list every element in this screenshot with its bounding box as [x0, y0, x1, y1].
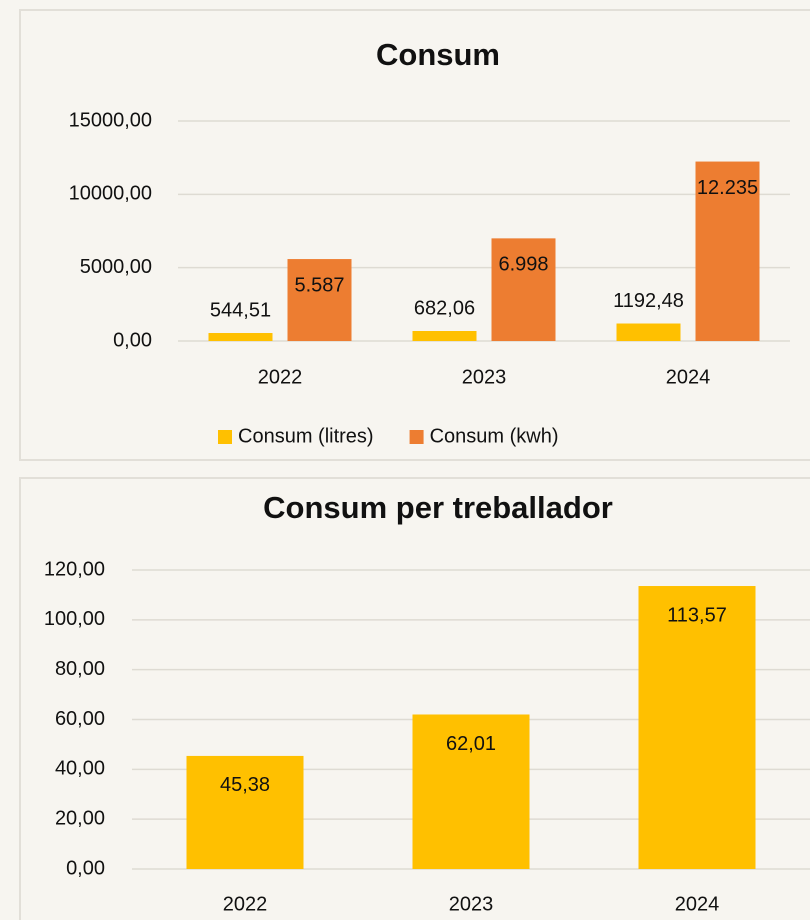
y-tick-label: 100,00: [44, 608, 105, 630]
bar: [412, 714, 530, 869]
y-tick-label: 40,00: [55, 758, 105, 780]
bar: [208, 333, 273, 341]
bar: [186, 755, 304, 869]
x-tick-label: 2023: [449, 893, 494, 915]
data-label: 45,38: [220, 774, 270, 796]
data-label: 6.998: [498, 254, 548, 276]
y-tick-label: 10000,00: [69, 183, 152, 205]
y-tick-label: 120,00: [44, 558, 105, 580]
bar: [616, 323, 681, 341]
y-tick-label: 20,00: [55, 807, 105, 829]
bar: [287, 259, 352, 341]
y-tick-label: 0,00: [66, 857, 105, 879]
data-label: 5.587: [294, 274, 344, 296]
data-label: 1192,48: [613, 290, 684, 312]
legend-label: Consum (kwh): [430, 425, 559, 447]
data-label: 12.235: [697, 177, 758, 199]
legend-swatch: [409, 430, 424, 444]
y-tick-label: 0,00: [113, 329, 152, 351]
x-tick-label: 2023: [462, 366, 507, 388]
y-tick-label: 5000,00: [80, 256, 152, 278]
x-tick-label: 2022: [258, 366, 303, 388]
data-label: 682,06: [414, 297, 475, 319]
legend-swatch: [218, 430, 232, 444]
bar: [638, 586, 756, 869]
bar: [491, 238, 556, 341]
x-tick-label: 2022: [223, 893, 268, 915]
chart-title: Consum per treballador: [263, 490, 613, 525]
legend-label: Consum (litres): [238, 425, 374, 447]
bar: [695, 161, 760, 341]
chart-title: Consum: [376, 37, 500, 72]
x-tick-label: 2024: [675, 893, 720, 915]
data-label: 544,51: [210, 299, 271, 321]
data-label: 113,57: [667, 604, 727, 626]
y-tick-label: 80,00: [55, 658, 105, 680]
x-tick-label: 2024: [666, 366, 711, 388]
data-label: 62,01: [446, 733, 496, 755]
y-tick-label: 60,00: [55, 708, 105, 730]
y-tick-label: 15000,00: [69, 109, 152, 131]
bar: [412, 330, 477, 341]
panel: [19, 9, 810, 461]
